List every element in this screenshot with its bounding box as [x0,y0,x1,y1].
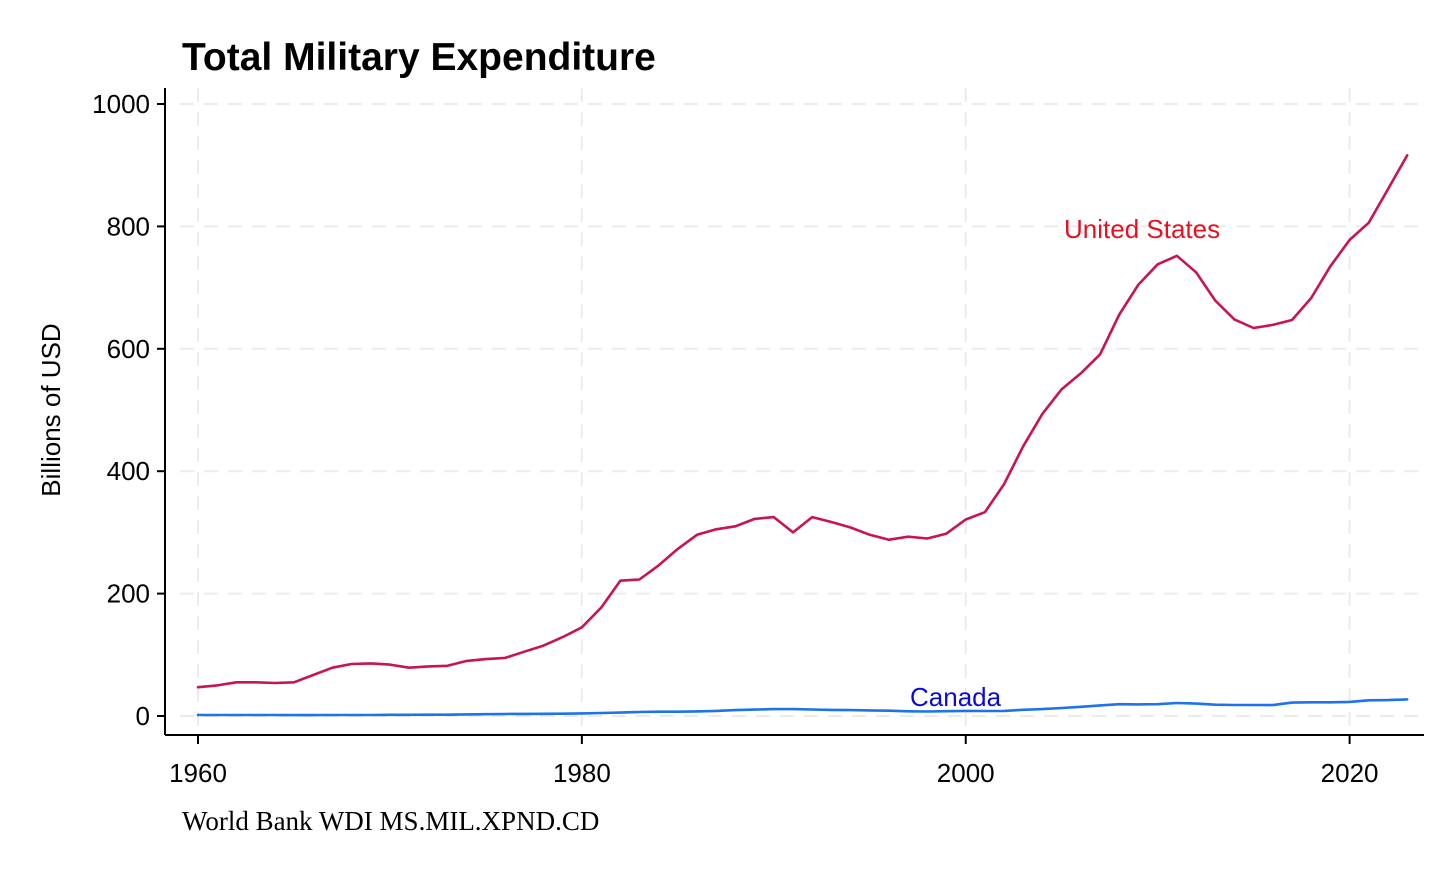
y-tick-label: 0 [136,701,150,731]
y-tick-label: 1000 [92,89,150,119]
chart-title: Total Military Expenditure [182,36,656,79]
y-tick-label: 200 [107,579,150,609]
axes [164,88,1424,736]
series-line-canada [196,698,1409,717]
y-tick-label: 600 [107,334,150,364]
x-tick-label: 1960 [169,758,227,788]
series-lines [196,154,1409,717]
x-tick-label: 1980 [553,758,611,788]
y-tick-label: 400 [107,456,150,486]
series-label-canada: Canada [910,682,1002,712]
series-label-united-states: United States [1064,214,1220,244]
series-line-united-states [196,154,1409,689]
source-note: World Bank WDI MS.MIL.XPND.CD [182,806,599,836]
x-tick-label: 2020 [1321,758,1379,788]
gridlines [180,88,1424,735]
y-tick-label: 800 [107,211,150,241]
tick-labels: 0 200 400 600 800 1000 1960 1980 2000 2020 [92,89,1378,788]
y-axis-title: Billions of USD [36,323,66,496]
x-tick-label: 2000 [937,758,995,788]
